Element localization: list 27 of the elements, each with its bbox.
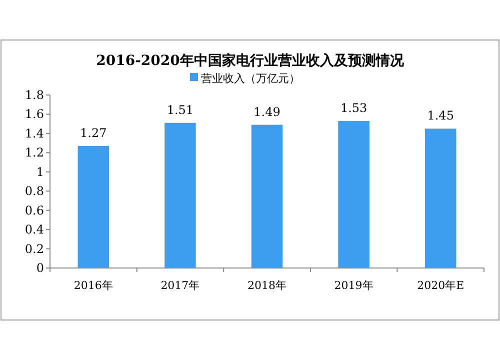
x-tick-label: 2016年 xyxy=(74,279,113,292)
data-label: 1.45 xyxy=(427,108,454,123)
x-tick-label: 2020年E xyxy=(417,279,464,292)
x-tick-label: 2018年 xyxy=(248,279,286,292)
y-tick-label: 1.8 xyxy=(24,88,44,102)
data-label: 1.27 xyxy=(80,126,107,140)
chart-title: 2016-2020年中国家电行业营业收入及预测情况 xyxy=(96,52,405,69)
data-label: 1.53 xyxy=(340,100,368,115)
data-label: 1.51 xyxy=(166,102,194,117)
data-label: 1.49 xyxy=(254,104,280,119)
bar xyxy=(251,124,283,268)
y-tick-label: 1.6 xyxy=(24,107,44,122)
x-tick-label: 2019年 xyxy=(334,279,374,292)
x-tick-label: 2017年 xyxy=(160,279,200,292)
y-tick-label: 1 xyxy=(36,164,44,179)
y-tick-label: 1.4 xyxy=(24,126,44,140)
y-tick-label: 0.6 xyxy=(24,203,44,218)
y-tick-label: 0.4 xyxy=(24,222,44,237)
legend-label: 营业收入（万亿元） xyxy=(201,72,300,85)
y-tick-label: 1.2 xyxy=(24,146,44,160)
y-tick-label: 0.2 xyxy=(24,242,44,256)
bar xyxy=(78,146,110,268)
bar xyxy=(164,122,196,268)
bar xyxy=(424,128,456,268)
y-tick-label: 0 xyxy=(36,261,44,275)
bar xyxy=(338,120,370,268)
y-tick-label: 0.8 xyxy=(24,184,44,198)
